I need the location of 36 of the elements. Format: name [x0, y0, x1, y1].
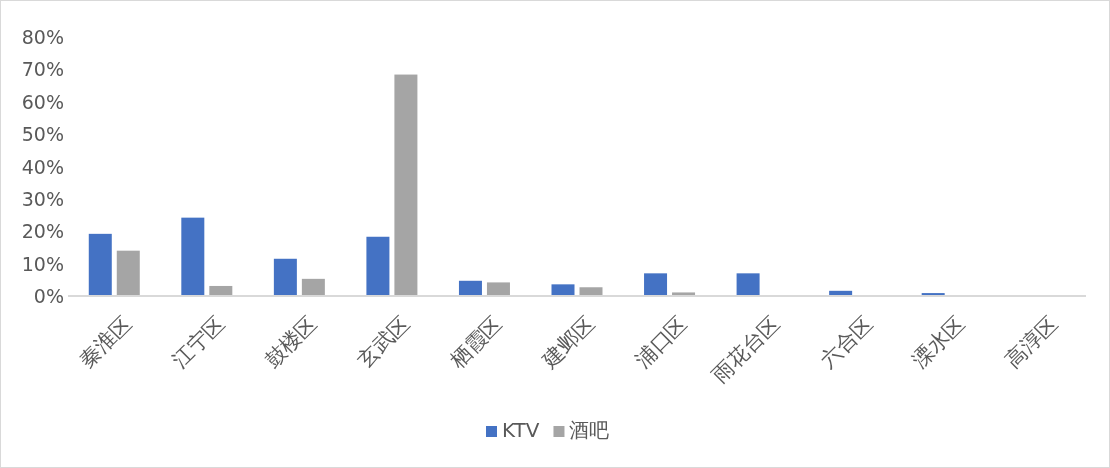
y-tick-label: 60%: [21, 90, 64, 113]
x-tick-label: 栖霞区: [444, 311, 507, 374]
bar: [301, 278, 325, 296]
bar: [116, 250, 140, 296]
legend-label: 酒吧: [569, 418, 610, 442]
bar: [366, 236, 390, 296]
x-tick-label: 雨花台区: [708, 311, 785, 388]
bar: [181, 217, 205, 296]
bar: [273, 258, 297, 296]
y-tick-label: 70%: [21, 58, 64, 81]
x-tick-label: 六合区: [815, 311, 877, 373]
legend-label: KTV: [502, 418, 540, 442]
bar: [644, 273, 668, 296]
y-tick-label: 10%: [21, 252, 64, 275]
x-tick-label: 秦淮区: [75, 311, 137, 373]
y-tick-label: 50%: [21, 123, 64, 146]
bar: [486, 282, 510, 296]
x-tick-label: 玄武区: [352, 311, 415, 373]
bar: [88, 233, 112, 296]
bar: [394, 74, 418, 296]
y-tick-label: 0%: [33, 285, 64, 307]
bar: [551, 284, 575, 296]
x-tick-label: 浦口区: [630, 311, 692, 373]
x-tick-label: 溧水区: [907, 311, 970, 373]
bar: [736, 273, 760, 296]
bar: [458, 280, 482, 296]
y-tick-label: 80%: [21, 26, 64, 48]
x-tick-label: 高淳区: [1000, 311, 1063, 373]
y-tick-label: 20%: [21, 220, 64, 243]
bar: [579, 287, 603, 296]
x-tick-label: 建邺区: [537, 311, 600, 374]
x-tick-label: 鼓楼区: [260, 311, 322, 373]
y-tick-label: 40%: [21, 155, 64, 178]
y-tick-label: 30%: [21, 187, 64, 210]
bar: [209, 285, 233, 296]
x-tick-label: 江宁区: [167, 311, 230, 373]
